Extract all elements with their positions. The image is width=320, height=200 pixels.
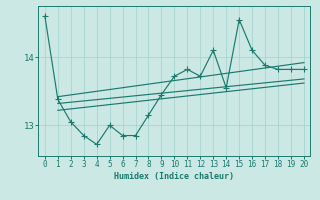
- X-axis label: Humidex (Indice chaleur): Humidex (Indice chaleur): [115, 172, 234, 181]
